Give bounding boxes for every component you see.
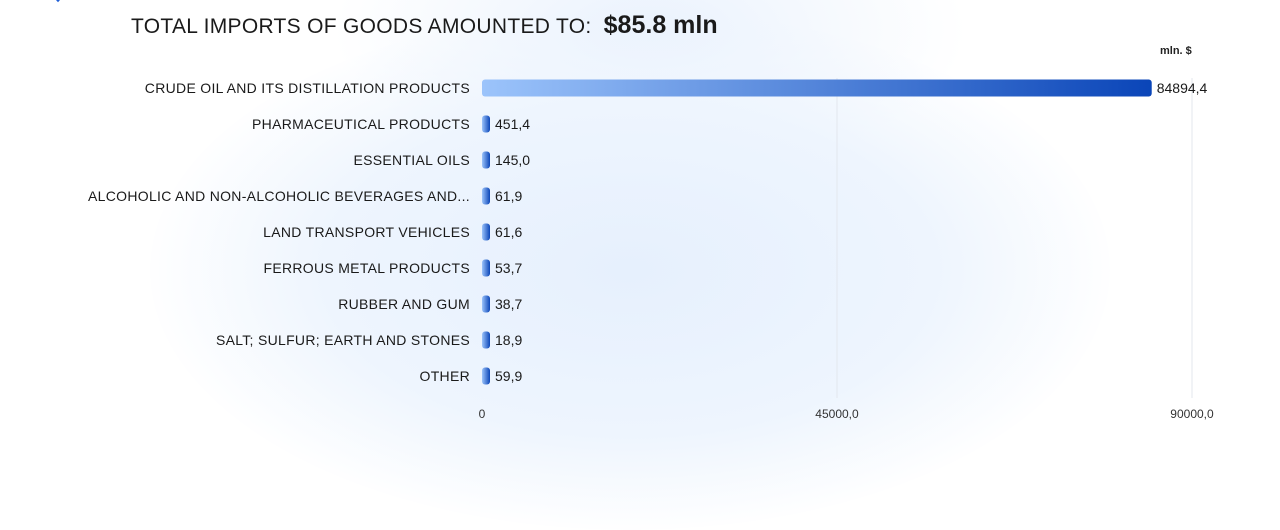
category-label: RUBBER AND GUM [338, 296, 470, 312]
title-prefix: TOTAL IMPORTS OF GOODS AMOUNTED TO: [131, 15, 592, 38]
grid-layer [836, 78, 1193, 398]
x-tick-label: 0 [479, 407, 486, 421]
labels-layer: 0 45000,0 90000,0 CRUDE OIL AND ITS DISTILL… [88, 80, 1214, 421]
bar [482, 115, 490, 133]
value-label: 84894,4 [1157, 80, 1208, 96]
bar-chart: 0 45000,0 90000,0 CRUDE OIL AND ITS DISTILL… [88, 78, 1214, 421]
bar [482, 151, 490, 169]
bar [482, 223, 490, 241]
value-label: 145,0 [495, 152, 530, 168]
bar [482, 331, 490, 349]
bar [482, 367, 490, 385]
bar [482, 187, 490, 205]
value-label: 61,9 [495, 188, 522, 204]
category-label: FERROUS METAL PRODUCTS [263, 260, 470, 276]
category-label: OTHER [420, 368, 471, 384]
value-label: 451,4 [495, 116, 530, 132]
category-label: SALT; SULFUR; EARTH AND STONES [216, 332, 470, 348]
category-label: ESSENTIAL OILS [353, 152, 470, 168]
category-label: ALCOHOLIC AND NON-ALCOHOLIC BEVERAGES AN… [88, 188, 470, 204]
unit-label: mln. $ [1160, 45, 1192, 57]
bar [482, 259, 490, 277]
value-label: 53,7 [495, 260, 522, 276]
value-label: 61,6 [495, 224, 522, 240]
bar [482, 295, 490, 313]
chart-title: TOTAL IMPORTS OF GOODS AMOUNTED TO: $85.… [131, 11, 718, 40]
bar [482, 79, 1152, 97]
value-label: 38,7 [495, 296, 522, 312]
category-label: CRUDE OIL AND ITS DISTILLATION PRODUCTS [145, 80, 470, 96]
x-tick-label: 45000,0 [815, 407, 859, 421]
category-label: PHARMACEUTICAL PRODUCTS [252, 116, 470, 132]
x-tick-label: 90000,0 [1170, 407, 1214, 421]
title-amount: $85.8 mln [603, 11, 718, 39]
value-label: 59,9 [495, 368, 522, 384]
bars-layer [482, 79, 1152, 385]
value-label: 18,9 [495, 332, 522, 348]
category-label: LAND TRANSPORT VEHICLES [263, 224, 470, 240]
